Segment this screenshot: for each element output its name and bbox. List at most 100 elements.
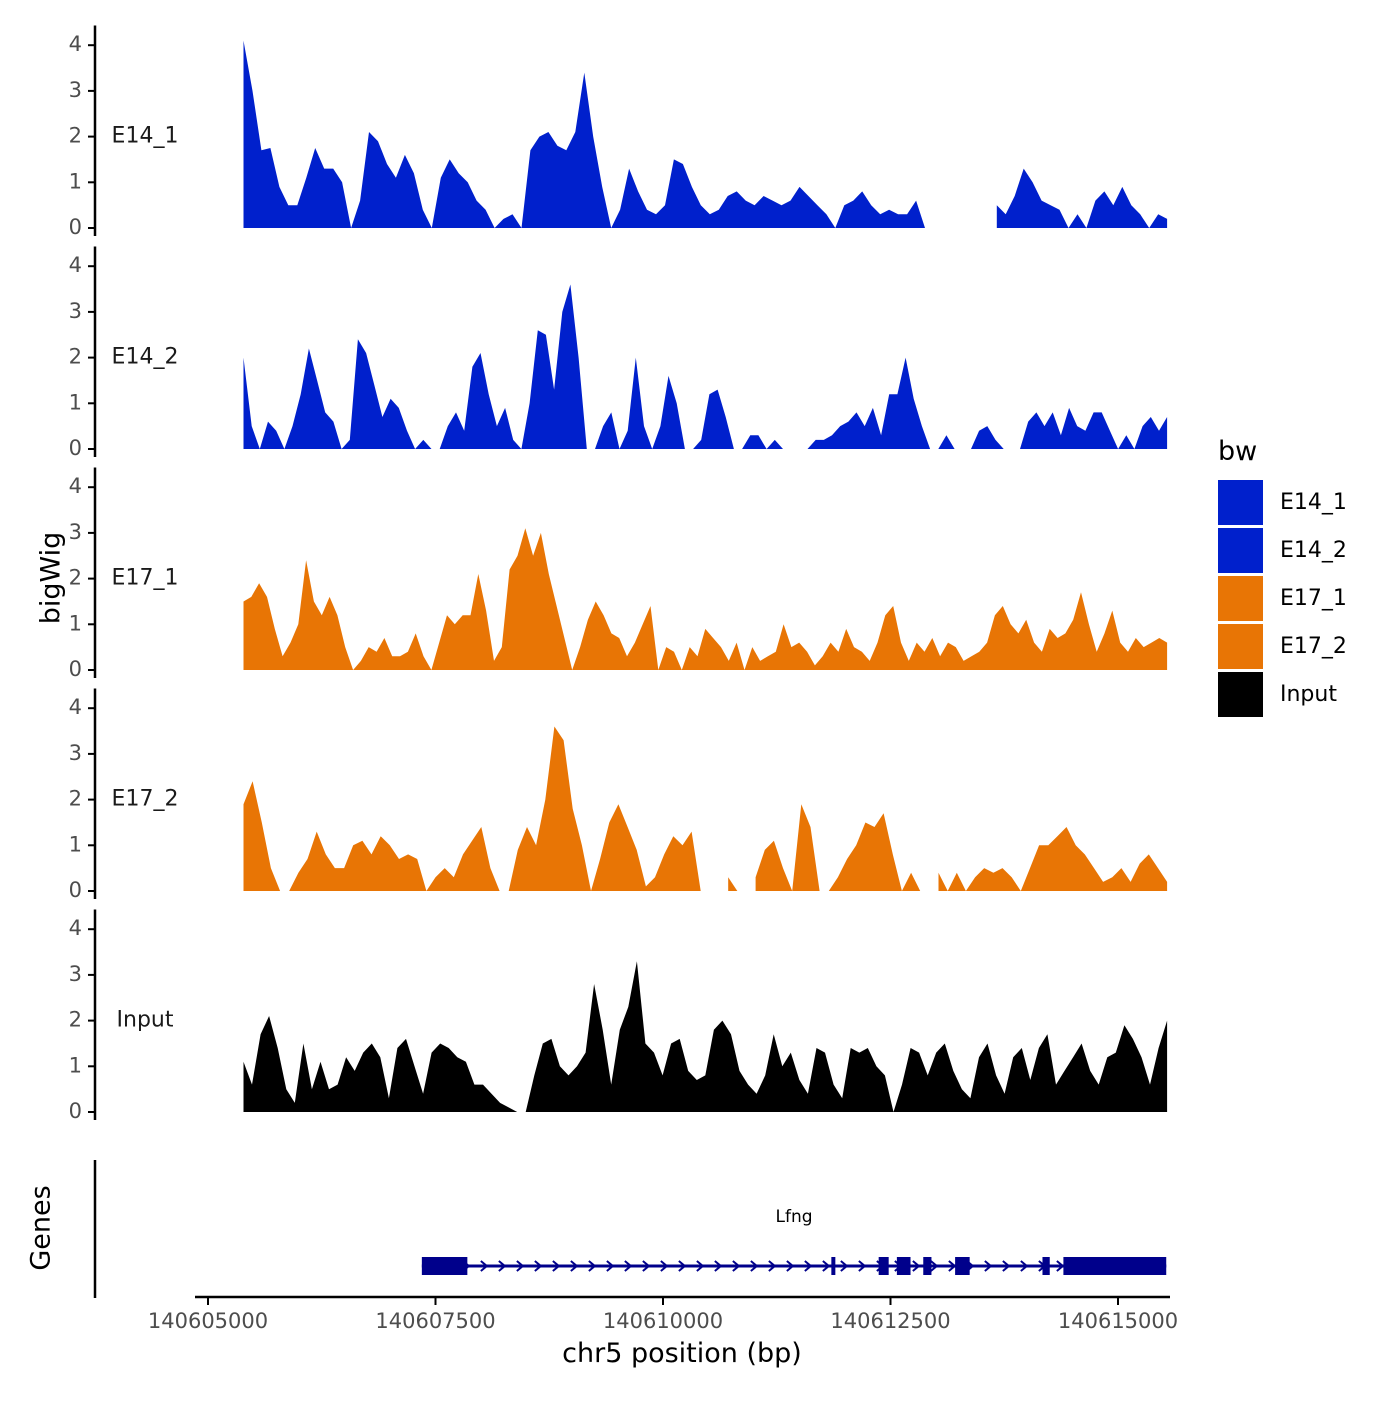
y-tick-label: 0 [69,657,82,681]
y-tick-label: 2 [69,124,82,148]
y-tick-label: 2 [69,566,82,590]
legend-label: E14_2 [1280,538,1347,563]
strand-arrow [930,1260,939,1272]
legend-swatch [1218,528,1263,573]
x-tick-label: 140607500 [375,1309,495,1333]
strand-arrow [588,1260,597,1272]
legend-label: Input [1280,682,1337,707]
y-tick-label: 4 [69,474,82,498]
track-label: E14_2 [112,345,179,370]
strand-arrow [1056,1260,1065,1272]
strand-arrow [624,1260,633,1272]
coverage-area [243,726,701,891]
strand-arrow [696,1260,705,1272]
x-tick-label: 140612500 [830,1309,950,1333]
y-tick-label: 1 [69,390,82,414]
legend-label: E17_2 [1280,634,1347,659]
exon [955,1257,970,1275]
strand-arrow [1002,1260,1011,1272]
coverage-area [243,40,925,228]
strand-arrow [534,1260,543,1272]
strand-arrow [822,1260,831,1272]
y-tick-label: 2 [69,1008,82,1032]
strand-arrow [858,1260,867,1272]
legend-swatch [1218,480,1263,525]
x-tick-label: 140615000 [1058,1309,1178,1333]
track-panel-e14_1: 0 1 2 3 4 E14_1 [69,25,1168,239]
legend-swatch [1218,576,1263,621]
exon [1063,1257,1167,1275]
strand-arrow [678,1260,687,1272]
strand-arrow [840,1260,849,1272]
track-label: Input [117,1008,174,1033]
exon [923,1257,932,1275]
y-tick-label: 3 [69,78,82,102]
y-tick-label: 0 [69,1099,82,1123]
y-tick-label: 4 [69,253,82,277]
strand-arrow [732,1260,741,1272]
x-axis: 140605000 140607500 140610000 140612500 1406… [148,1295,1178,1333]
track-label: E17_2 [112,787,179,812]
exon [878,1257,889,1275]
strand-arrow [552,1260,561,1272]
y-axis-title: bigWig [36,532,67,625]
exon [1042,1257,1050,1275]
gene-track-title: Genes [26,1185,57,1270]
track-panel-e17_1: 0 1 2 3 4 E17_1 [69,467,1168,681]
legend-label: E14_1 [1280,490,1347,515]
y-tick-label: 0 [69,878,82,902]
track-panel-input: 0 1 2 3 4 Input [69,909,1168,1123]
y-tick-label: 2 [69,345,82,369]
x-axis-title: chr5 position (bp) [562,1338,802,1369]
y-tick-label: 4 [69,32,82,56]
strand-arrow [714,1260,723,1272]
coverage-area [243,284,1168,449]
gene-track: Lfng [93,1160,1167,1298]
track-label: E14_1 [112,124,179,149]
y-tick-label: 0 [69,215,82,239]
strand-arrow [768,1260,777,1272]
y-tick-label: 4 [69,916,82,940]
coverage-tracks: 0 1 2 3 4 E14_1 0 1 2 3 4 E14_2 0 1 2 3 4 E17_1 0 1 2 3 4 E17_2… [69,25,1168,1123]
strand-arrow [984,1260,993,1272]
strand-arrow [516,1260,525,1272]
exon [421,1257,468,1275]
coverage-area [996,168,1168,228]
legend-swatch [1218,624,1263,669]
strand-arrow [570,1260,579,1272]
y-tick-label: 3 [69,741,82,765]
strand-arrow [1020,1260,1029,1272]
strand-arrow [498,1260,507,1272]
legend-title: bw [1218,436,1257,467]
strand-arrow [660,1260,669,1272]
y-tick-label: 3 [69,299,82,323]
track-panel-e17_2: 0 1 2 3 4 E17_2 [69,688,1168,902]
exon [896,1257,911,1275]
track-label: E17_1 [112,566,179,591]
strand-arrow [786,1260,795,1272]
y-tick-label: 2 [69,787,82,811]
coverage-area [728,877,738,891]
coverage-area [938,827,1168,891]
legend-label: E17_1 [1280,586,1347,611]
coverage-area [243,528,1168,670]
coverage-area [755,804,921,891]
coverage-area [243,961,1168,1112]
y-tick-label: 3 [69,520,82,544]
x-tick-label: 140610000 [603,1309,723,1333]
y-tick-label: 1 [69,169,82,193]
legend: bw E14_1 E14_2 E17_1 E17_2 Input [1218,436,1347,717]
legend-swatch [1218,672,1263,717]
x-tick-label: 140605000 [148,1309,268,1333]
strand-arrow [642,1260,651,1272]
strand-arrow [750,1260,759,1272]
y-tick-label: 4 [69,695,82,719]
strand-arrow [948,1260,957,1272]
strand-arrow [804,1260,813,1272]
y-tick-label: 1 [69,1053,82,1077]
strand-arrow [606,1260,615,1272]
y-tick-label: 1 [69,611,82,635]
strand-arrow [480,1260,489,1272]
